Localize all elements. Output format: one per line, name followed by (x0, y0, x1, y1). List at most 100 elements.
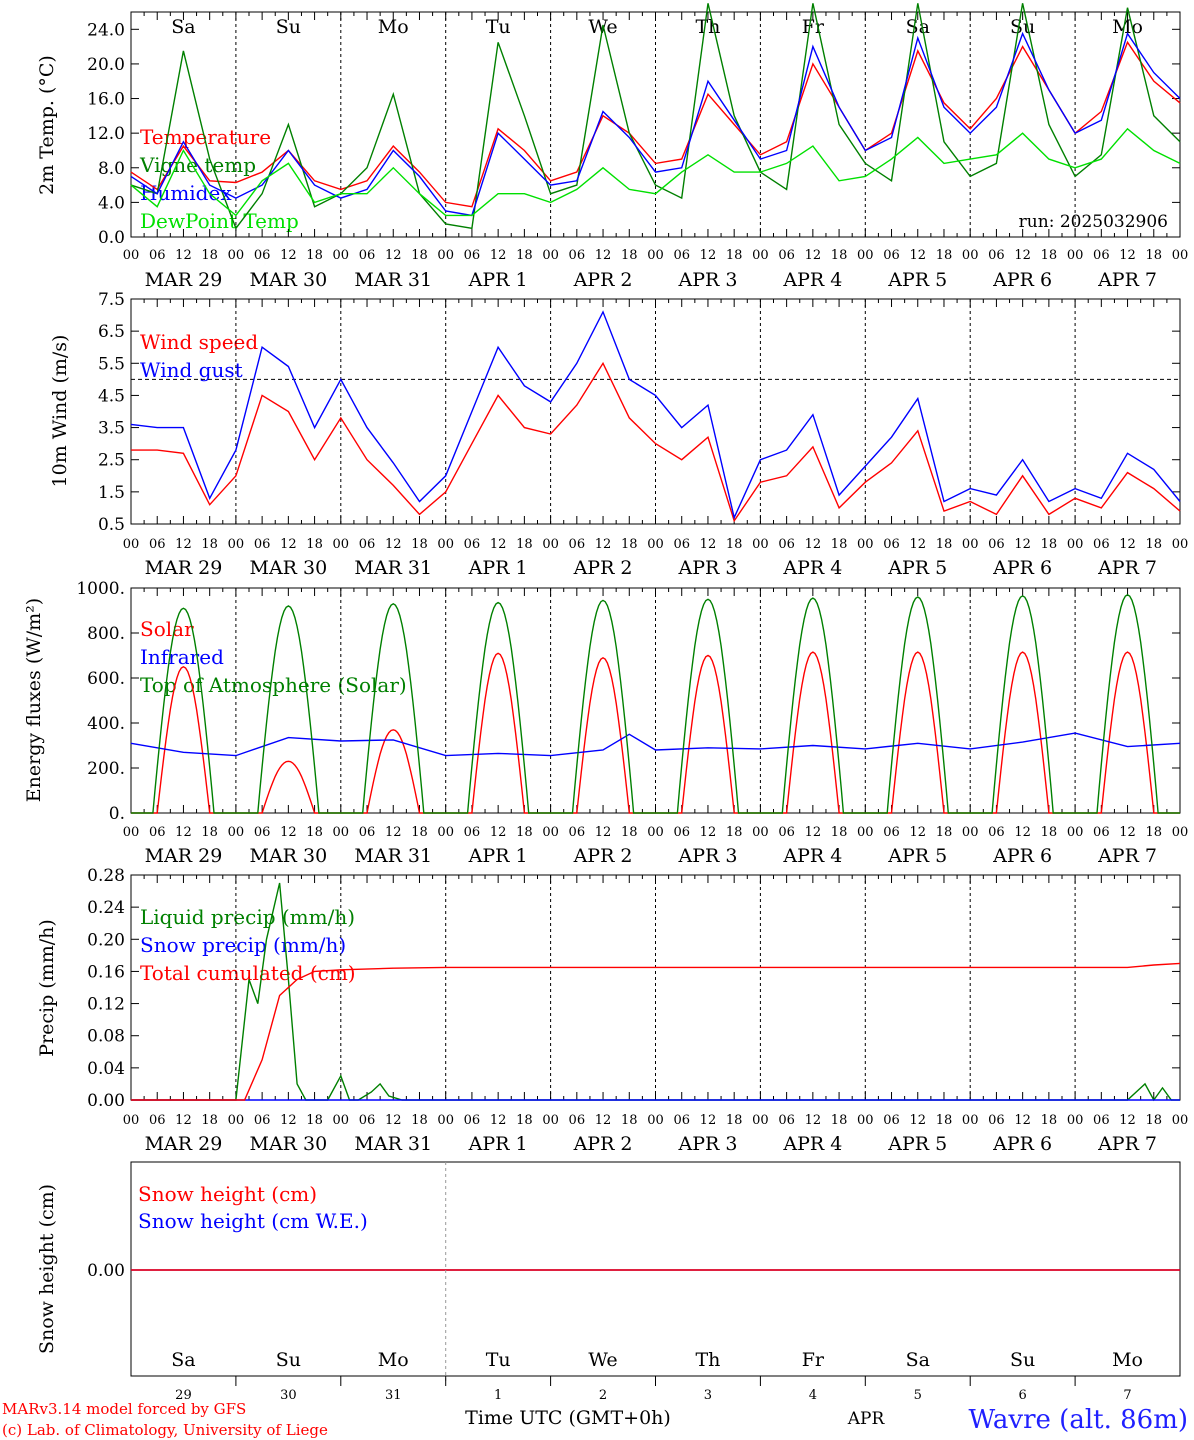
temp-date-label: APR 7 (1097, 269, 1157, 291)
day-of-week-label: Mo (1112, 16, 1143, 38)
energy-hour-label: 00 (437, 825, 454, 840)
precip-date-label: APR 3 (677, 1133, 737, 1155)
temp-ytick-label: 8.0 (98, 159, 125, 179)
temp-series-dewpoint-temp (130, 127, 1181, 217)
wind-ylabel: 10m Wind (m/s) (49, 335, 71, 488)
wind-hour-label: 06 (254, 537, 271, 552)
legend-temperature: Temperature (140, 125, 271, 149)
wind-hour-label: 00 (437, 537, 454, 552)
day-of-week-label: Tu (486, 16, 511, 38)
snow-day-of-week-label: Tu (486, 1349, 511, 1371)
energy-hour-label: 00 (962, 825, 979, 840)
precip-ytick-label: 0.20 (87, 930, 125, 950)
temp-hour-label: 18 (1146, 248, 1163, 263)
precip-hour-label: 18 (726, 1113, 743, 1128)
precip-hour-label: 00 (437, 1113, 454, 1128)
precip-hour-label: 00 (752, 1113, 769, 1128)
bottom-day-number: 7 (1123, 1388, 1131, 1403)
snow-legend: Snow height (cm) Snow height (cm W.E.) (138, 1182, 368, 1233)
bottom-day-number: 30 (280, 1388, 297, 1403)
energy-hour-label: 00 (857, 825, 874, 840)
temp-hour-label: 18 (936, 248, 953, 263)
precip-hour-label: 00 (1172, 1113, 1189, 1128)
precip-ytick-label: 0.28 (87, 866, 125, 886)
wind-hour-label: 18 (516, 537, 533, 552)
bottom-day-number: 3 (704, 1388, 712, 1403)
precip-hour-label: 00 (228, 1113, 245, 1128)
precip-hour-label: 12 (805, 1113, 822, 1128)
energy-date-label: MAR 31 (354, 845, 432, 867)
energy-hour-label: 12 (1119, 825, 1136, 840)
snow-day-of-week-label: Mo (378, 1349, 409, 1371)
precip-hour-label: 12 (1119, 1113, 1136, 1128)
energy-hour-label: 18 (621, 825, 638, 840)
energy-hour-label: 00 (1172, 825, 1189, 840)
wind-date-label: APR 7 (1097, 557, 1157, 579)
temp-hour-label: 06 (883, 248, 900, 263)
credit-line-2: (c) Lab. of Climatology, University of L… (2, 1421, 328, 1439)
wind-ytick-label: 1.5 (98, 483, 125, 503)
bottom-day-number: 4 (809, 1388, 817, 1403)
temp-hour-label: 18 (1041, 248, 1058, 263)
temp-hour-label: 06 (464, 248, 481, 263)
energy-date-label: APR 7 (1097, 845, 1157, 867)
day-of-week-label: Fr (802, 16, 825, 38)
energy-hour-label: 00 (123, 825, 140, 840)
energy-hour-label: 06 (569, 825, 586, 840)
precip-hour-label: 00 (123, 1113, 140, 1128)
temp-hour-label: 06 (988, 248, 1005, 263)
wind-hour-label: 00 (962, 537, 979, 552)
precip-legend: Liquid precip (mm/h) Snow precip (mm/h) … (140, 905, 356, 985)
wind-hour-label: 18 (621, 537, 638, 552)
energy-hour-label: 00 (228, 825, 245, 840)
legend-solar: Solar (140, 617, 194, 641)
wind-date-label: MAR 30 (249, 557, 327, 579)
energy-hour-label: 06 (359, 825, 376, 840)
energy-ytick-label: 600. (87, 669, 125, 689)
wind-ytick-label: 6.5 (98, 322, 125, 342)
day-of-week-label: Sa (906, 16, 930, 38)
day-of-week-label: Su (276, 16, 301, 38)
wind-hour-label: 06 (359, 537, 376, 552)
snow-day-of-week-label: Su (1010, 1349, 1035, 1371)
temp-hour-label: 12 (909, 248, 926, 263)
wind-hour-label: 12 (909, 537, 926, 552)
temp-ylabel: 2m Temp. (°C) (36, 55, 58, 195)
precip-date-label: APR 4 (782, 1133, 842, 1155)
precip-hour-label: 18 (831, 1113, 848, 1128)
wind-hour-label: 12 (595, 537, 612, 552)
precip-hour-label: 00 (1067, 1113, 1084, 1128)
temp-hour-label: 00 (752, 248, 769, 263)
wind-hour-label: 06 (673, 537, 690, 552)
temp-hour-label: 00 (228, 248, 245, 263)
energy-hour-label: 12 (175, 825, 192, 840)
energy-series-infrared (130, 732, 1181, 757)
temp-hour-label: 00 (647, 248, 664, 263)
energy-hour-label: 06 (254, 825, 271, 840)
precip-date-label: APR 2 (573, 1133, 633, 1155)
precip-hour-label: 12 (1014, 1113, 1031, 1128)
snow-day-of-week-label: Fr (802, 1349, 825, 1371)
temp-date-label: APR 4 (782, 269, 842, 291)
snow-ylabel: Snow height (cm) (36, 1184, 58, 1354)
wind-hour-label: 06 (988, 537, 1005, 552)
temp-hour-label: 18 (726, 248, 743, 263)
temp-hour-label: 00 (542, 248, 559, 263)
wind-hour-label: 18 (1041, 537, 1058, 552)
snow-day-of-week-label: Sa (906, 1349, 930, 1371)
wind-hour-label: 06 (569, 537, 586, 552)
temp-hour-label: 12 (490, 248, 507, 263)
precip-hour-label: 00 (333, 1113, 350, 1128)
temp-series-humidex (130, 31, 1181, 217)
energy-date-label: APR 3 (677, 845, 737, 867)
precip-hour-label: 12 (490, 1113, 507, 1128)
energy-hour-label: 00 (1067, 825, 1084, 840)
wind-ytick-label: 0.5 (98, 515, 125, 535)
temp-hour-label: 06 (569, 248, 586, 263)
bottom-day-number: 6 (1019, 1388, 1027, 1403)
precip-date-label: APR 7 (1097, 1133, 1157, 1155)
temp-date-label: APR 5 (887, 269, 947, 291)
wind-ytick-label: 5.5 (98, 354, 125, 374)
energy-hour-label: 12 (490, 825, 507, 840)
